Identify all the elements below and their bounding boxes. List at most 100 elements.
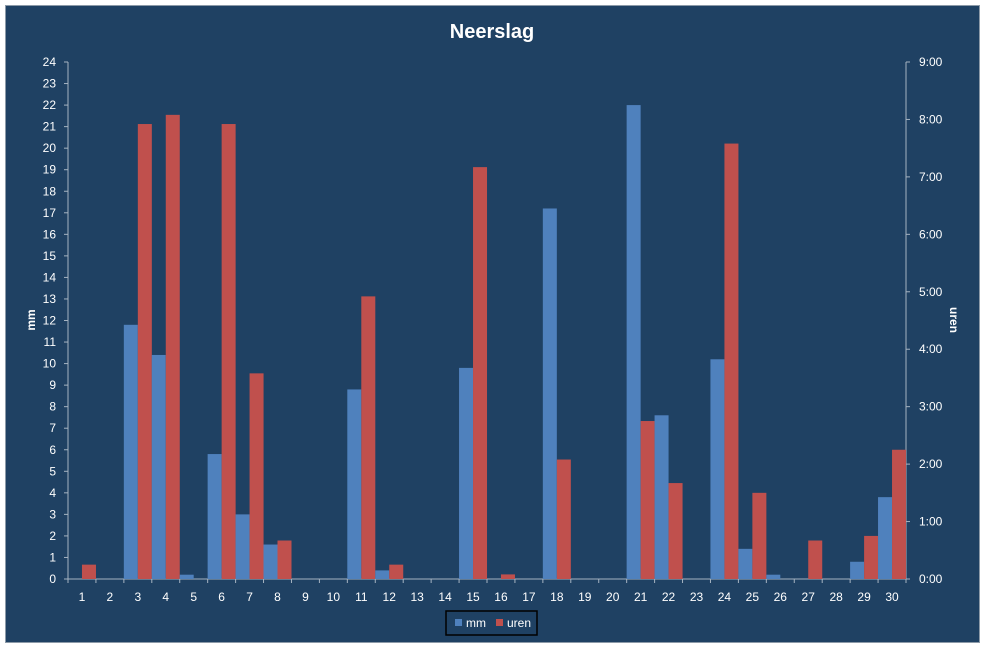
axes: 0123456789101112131415161718192021222324…: [43, 55, 943, 604]
y-tick-label-left: 18: [43, 184, 57, 198]
x-tick-label: 24: [718, 590, 732, 604]
bars: [81, 105, 907, 580]
x-tick-label: 25: [746, 590, 760, 604]
y-tick-label-right: 4:00: [919, 342, 943, 356]
x-tick-label: 7: [246, 590, 253, 604]
y-tick-label-right: 8:00: [919, 112, 943, 126]
bar-mm: [878, 497, 893, 579]
bar-uren: [668, 483, 683, 579]
x-tick-label: 5: [190, 590, 197, 604]
legend: mm uren: [445, 610, 538, 636]
y-tick-label-left: 20: [43, 141, 57, 155]
y-tick-label-left: 3: [49, 507, 56, 521]
bar-uren: [81, 564, 96, 579]
bar-mm: [766, 574, 781, 579]
x-tick-label: 19: [578, 590, 592, 604]
x-tick-label: 18: [550, 590, 564, 604]
x-tick-label: 28: [829, 590, 843, 604]
x-tick-label: 15: [466, 590, 480, 604]
bar-mm: [235, 514, 250, 579]
bar-mm: [459, 367, 474, 579]
x-tick-label: 11: [355, 590, 368, 604]
y-tick-label-left: 15: [43, 249, 57, 263]
x-tick-label: 23: [690, 590, 704, 604]
bar-uren: [892, 449, 907, 579]
bar-mm: [151, 354, 166, 579]
y-tick-label-left: 7: [49, 421, 56, 435]
bar-mm: [207, 454, 222, 579]
y-tick-label-right: 1:00: [919, 515, 943, 529]
x-tick-label: 17: [522, 590, 536, 604]
y-tick-label-left: 14: [43, 270, 57, 284]
x-tick-label: 22: [662, 590, 676, 604]
bar-uren: [277, 540, 292, 579]
bar-mm: [375, 570, 390, 579]
y-tick-label-left: 21: [43, 120, 57, 134]
bar-uren: [808, 540, 823, 579]
bar-uren: [500, 574, 515, 579]
bar-mm: [123, 324, 138, 579]
y-tick-label-left: 4: [49, 486, 56, 500]
bar-mm: [347, 389, 362, 579]
y-tick-label-left: 8: [49, 400, 56, 414]
x-tick-label: 26: [774, 590, 788, 604]
bar-uren: [221, 124, 236, 579]
bar-uren: [640, 421, 655, 579]
y-tick-label-left: 19: [43, 163, 57, 177]
y-axis-label-left: mm: [24, 309, 38, 330]
y-tick-label-left: 23: [43, 77, 57, 91]
y-tick-label-left: 2: [49, 529, 56, 543]
bar-uren: [249, 373, 264, 579]
y-tick-label-left: 6: [49, 443, 56, 457]
legend-swatch-uren: [496, 619, 503, 626]
bar-mm: [654, 415, 669, 579]
bar-uren: [361, 296, 376, 579]
legend-label-mm: mm: [466, 616, 486, 630]
x-tick-label: 30: [885, 590, 899, 604]
bar-mm: [850, 561, 865, 579]
x-tick-label: 29: [857, 590, 871, 604]
bar-mm: [179, 574, 194, 579]
y-tick-label-left: 12: [43, 314, 57, 328]
y-tick-label-right: 3:00: [919, 400, 943, 414]
x-tick-label: 3: [134, 590, 141, 604]
bar-mm: [542, 208, 557, 579]
y-tick-label-left: 24: [43, 55, 57, 69]
y-tick-label-right: 9:00: [919, 55, 943, 69]
y-tick-label-left: 16: [43, 227, 57, 241]
legend-label-uren: uren: [507, 616, 531, 630]
y-tick-label-left: 5: [49, 464, 56, 478]
x-tick-label: 21: [634, 590, 648, 604]
x-tick-label: 4: [162, 590, 169, 604]
bar-uren: [165, 114, 180, 580]
x-tick-label: 6: [218, 590, 225, 604]
x-tick-label: 14: [438, 590, 452, 604]
x-tick-label: 10: [327, 590, 341, 604]
y-tick-label-left: 1: [49, 550, 56, 564]
legend-swatch-mm: [455, 619, 462, 626]
y-tick-label-right: 7:00: [919, 170, 943, 184]
x-tick-label: 9: [302, 590, 309, 604]
bar-uren: [473, 167, 488, 579]
y-axis-label-right: uren: [947, 307, 961, 333]
bar-uren: [137, 124, 152, 579]
y-tick-label-left: 22: [43, 98, 57, 112]
x-tick-label: 27: [802, 590, 816, 604]
y-tick-label-right: 6:00: [919, 227, 943, 241]
legend-box: [445, 610, 538, 636]
bar-mm: [738, 548, 753, 579]
bar-mm: [263, 544, 278, 579]
bar-mm: [626, 105, 641, 579]
bar-uren: [556, 459, 571, 579]
y-tick-label-right: 0:00: [919, 572, 943, 586]
bar-uren: [724, 143, 739, 579]
bar-mm: [710, 359, 725, 579]
bar-uren: [864, 535, 879, 579]
chart-title: Neerslag: [450, 21, 535, 43]
x-tick-label: 1: [79, 590, 86, 604]
x-tick-label: 12: [383, 590, 397, 604]
x-tick-label: 20: [606, 590, 620, 604]
y-tick-label-left: 9: [49, 378, 56, 392]
y-tick-label-left: 17: [43, 206, 57, 220]
